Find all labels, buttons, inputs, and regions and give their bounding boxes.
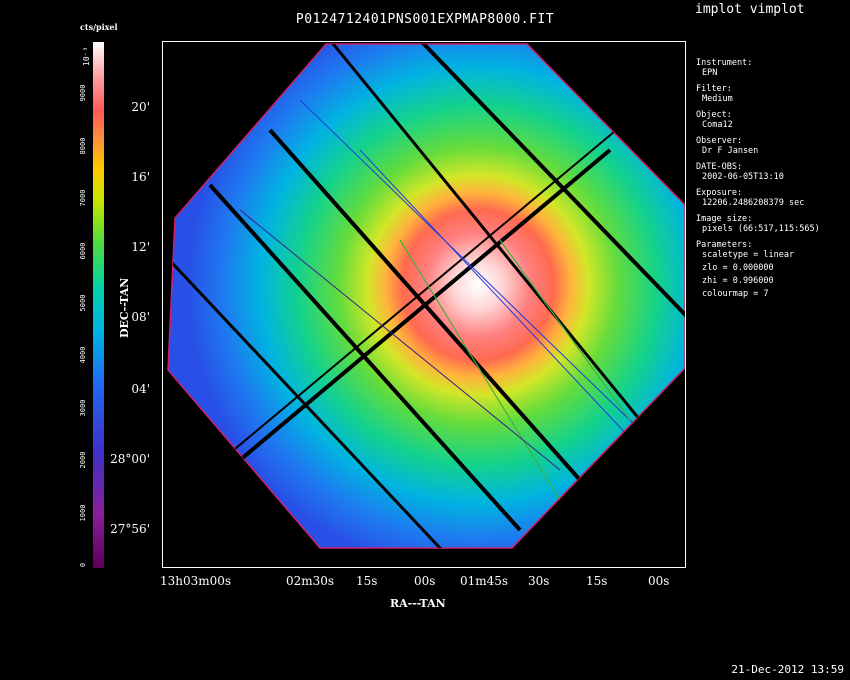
y-tick-label: 04' [131, 382, 150, 396]
y-tick-label: 16' [131, 170, 150, 184]
info-value: 2002-06-05T13:10 [702, 172, 784, 182]
info-label: Instrument: [696, 58, 753, 68]
info-value: Dr F Jansen [702, 146, 759, 156]
x-tick-label: 00s [648, 574, 670, 588]
y-tick-label: 08' [131, 310, 150, 324]
y-tick-label: 12' [131, 240, 150, 254]
parameter-line: scaletype = linear [702, 250, 795, 260]
x-tick-label: 01m45s [460, 574, 509, 588]
info-value: Coma12 [702, 120, 733, 130]
date-stamp: 21-Dec-2012 13:59 [731, 663, 844, 676]
parameter-line: colourmap = 7 [702, 289, 769, 299]
parameter-line: zlo = 0.000000 [702, 263, 774, 273]
info-value: pixels (66:517,115:565) [702, 224, 820, 234]
ccd-gap-line [168, 248, 472, 548]
ccd-gap-line [328, 44, 642, 421]
info-label: Exposure: [696, 188, 743, 198]
info-value: EPN [702, 68, 718, 78]
info-label: Observer: [696, 136, 743, 146]
y-tick-label: 27°56' [110, 522, 150, 536]
colorbar-label: cts/pixel [80, 22, 118, 32]
x-tick-label: 00s [414, 574, 436, 588]
ccd-gap-line [418, 44, 685, 332]
info-value: Medium [702, 94, 733, 104]
header-info-panel: Instrument: EPN Filter: Medium Object: Coma12… [696, 58, 820, 302]
info-value: 12206.2486208379 sec [702, 198, 805, 208]
image-title: P0124712401PNS001EXPMAP8000.FIT [295, 12, 555, 27]
ccd-gap-line [299, 99, 641, 431]
info-label: Object: [696, 110, 732, 120]
x-tick-label: 15s [356, 574, 378, 588]
field-of-view [167, 43, 686, 549]
ccd-gap-line [359, 149, 661, 471]
x-tick-label: 15s [586, 574, 608, 588]
info-label: Parameters: [696, 240, 753, 250]
parameter-line: zhi = 0.996000 [702, 276, 774, 286]
info-label: DATE-OBS: [696, 162, 743, 172]
program-name: implot vimplot [695, 2, 805, 17]
ccd-gap-line [238, 148, 612, 462]
ccd-gap-line [399, 239, 561, 501]
ccd-gap-line [239, 209, 561, 471]
y-tick-label: 28°00' [110, 452, 150, 466]
x-axis-label: RA---TAN [390, 597, 446, 610]
x-tick-label: 30s [528, 574, 550, 588]
ccd-gap-line [499, 239, 631, 421]
info-label: Filter: [696, 84, 732, 94]
x-tick-label: 13h03m00s [160, 574, 232, 588]
plot-frame [162, 41, 686, 568]
ccd-gaps [168, 44, 685, 548]
colorbar [93, 42, 104, 568]
info-label: Image size: [696, 214, 753, 224]
x-tick-label: 02m30s [286, 574, 335, 588]
y-tick-label: 20' [131, 100, 150, 114]
ccd-gap-line [168, 59, 685, 521]
